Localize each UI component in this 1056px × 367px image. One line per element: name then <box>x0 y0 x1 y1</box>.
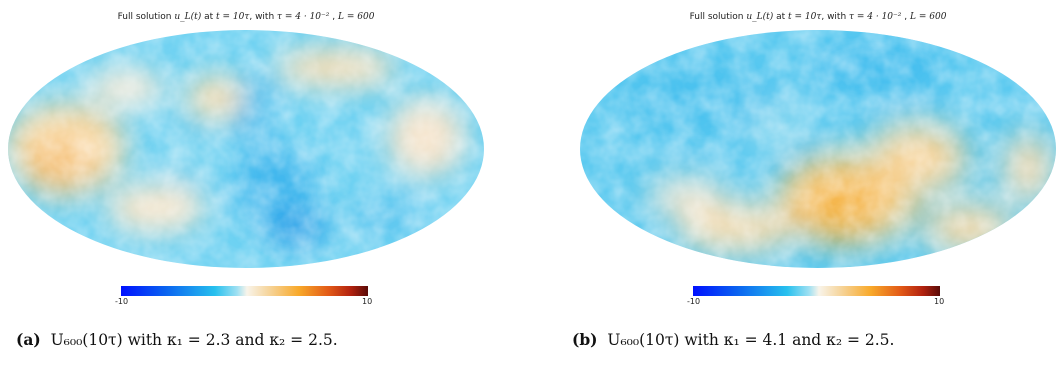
figure-panel-b: Full solution u_L(t) at t = 10τ, with τ … <box>572 0 1056 367</box>
title-sep: , <box>901 12 910 22</box>
figure-panel-a: Full solution u_L(t) at t = 10τ, with τ … <box>6 0 506 367</box>
caption-label: (a) <box>16 330 41 349</box>
title-prefix: Full solution <box>689 12 747 22</box>
caption-text: U₆₀₀(10τ) with κ₁ = 4.1 and κ₂ = 2.5. <box>607 331 895 349</box>
plot-title: Full solution u_L(t) at t = 10τ, with τ … <box>578 12 1056 22</box>
title-L: L = 600 <box>338 12 375 22</box>
figure-caption: (b) U₆₀₀(10τ) with κ₁ = 4.1 and κ₂ = 2.5… <box>572 330 894 349</box>
caption-text: U₆₀₀(10τ) with κ₁ = 2.3 and κ₂ = 2.5. <box>50 331 338 349</box>
title-prefix: Full solution <box>117 12 175 22</box>
colorbar-min-label: -10 <box>115 297 129 306</box>
title-variable: u_L(t) <box>746 12 774 22</box>
title-time: t = 10τ <box>216 12 250 22</box>
title-tau: τ = 4 · 10⁻² <box>849 12 902 22</box>
title-with: , with <box>821 12 850 22</box>
title-at: at <box>201 12 217 22</box>
title-tau: τ = 4 · 10⁻² <box>277 12 330 22</box>
title-with: , with <box>249 12 278 22</box>
colorbar-max-label: 10 <box>362 297 373 306</box>
mollweide-sky-map <box>580 30 1056 268</box>
title-time: t = 10τ <box>788 12 822 22</box>
figure-caption: (a) U₆₀₀(10τ) with κ₁ = 2.3 and κ₂ = 2.5… <box>16 330 338 349</box>
mollweide-sky-map <box>8 30 484 268</box>
title-L: L = 600 <box>910 12 947 22</box>
colorbar <box>693 286 940 296</box>
colorbar <box>121 286 368 296</box>
title-variable: u_L(t) <box>174 12 202 22</box>
title-sep: , <box>329 12 338 22</box>
colorbar-max-label: 10 <box>934 297 945 306</box>
caption-label: (b) <box>572 330 598 349</box>
colorbar-min-label: -10 <box>687 297 701 306</box>
plot-title: Full solution u_L(t) at t = 10τ, with τ … <box>6 12 486 22</box>
title-at: at <box>773 12 789 22</box>
